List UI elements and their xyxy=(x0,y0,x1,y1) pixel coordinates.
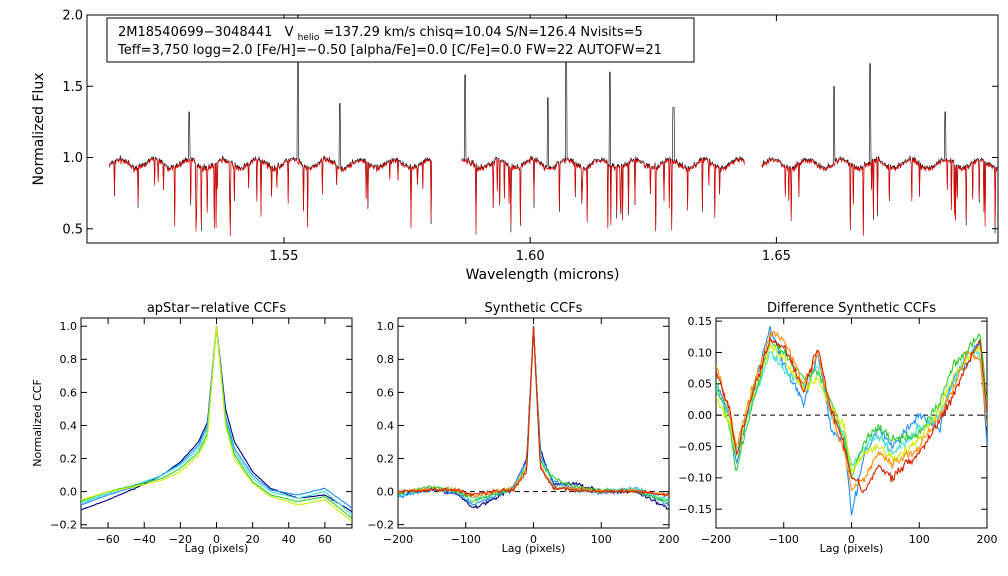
y-tick-label: −0.15 xyxy=(678,503,712,516)
x-tick-label: 0 xyxy=(213,533,220,546)
y-axis-label: Normalized Flux xyxy=(31,73,47,186)
x-axis-label: Wavelength (microns) xyxy=(466,267,620,283)
x-tick-label: 200 xyxy=(659,533,680,546)
x-tick-label: 40 xyxy=(282,533,296,546)
x-tick-label: 1.60 xyxy=(516,249,545,264)
fit-summary: =137.29 km/s chisq=10.04 S/N=126.4 Nvisi… xyxy=(324,25,643,40)
model-spectrum-line xyxy=(460,156,745,235)
x-axis-label: Lag (pixels) xyxy=(185,542,249,555)
x-tick-label: 100 xyxy=(909,533,930,546)
synthetic-ccf-panel: −200 −100 0 100 200 −0.2 0.0 0.2 0.4 0.6 0.8 1.0 Syn… xyxy=(367,301,679,555)
y-tick-label: 0.5 xyxy=(62,222,83,237)
y-axis-label: Normalized CCF xyxy=(31,379,44,467)
x-tick-label: −20 xyxy=(169,533,192,546)
plot-frame xyxy=(397,317,670,529)
x-axis-label: Lag (pixels) xyxy=(820,542,884,555)
info-line-1: 2M18540699−3048441 V helio =137.29 km/s … xyxy=(118,25,643,44)
x-axis-label: Lag (pixels) xyxy=(502,542,566,555)
model-spectrum-line xyxy=(108,156,433,237)
ccf-series-line xyxy=(81,326,352,509)
ccf-series-line xyxy=(716,336,987,494)
ccf-series-line xyxy=(398,326,669,502)
y-tick-label: −0.2 xyxy=(50,519,77,532)
info-line-2: Teff=3,750 logg=2.0 [Fe/H]=−0.50 [alpha/… xyxy=(117,43,662,58)
y-tick-label: 0.10 xyxy=(688,346,713,359)
chart-title: Synthetic CCFs xyxy=(485,301,583,316)
difference-ccf-panel: −200 −100 0 100 200 −0.15 −0.10 −0.05 0.00 0.05 0.… xyxy=(678,301,997,555)
vhelio-symbol: V xyxy=(285,25,294,40)
plot-frame xyxy=(86,14,999,244)
ccf-series-line xyxy=(81,326,352,516)
star-id: 2M18540699−3048441 xyxy=(118,25,272,40)
y-tick-label: 0.0 xyxy=(377,485,395,498)
spectrum-panel: 1.55 1.60 1.65 0.5 1.0 1.5 2.0 Wavelength (micr… xyxy=(31,9,999,283)
x-tick-label: 0 xyxy=(848,533,855,546)
y-tick-label: 0.8 xyxy=(377,353,395,366)
info-box: 2M18540699−3048441 V helio =137.29 km/s … xyxy=(106,17,695,63)
y-tick-label: −0.10 xyxy=(678,472,712,485)
y-tick-label: 2.0 xyxy=(62,9,83,24)
y-tick-label: 1.0 xyxy=(377,320,395,333)
x-tick-label: 0 xyxy=(530,533,537,546)
chart-title: apStar−relative CCFs xyxy=(147,301,287,316)
ccf-series-line xyxy=(398,326,669,499)
observed-spectrum-line xyxy=(761,63,998,234)
y-tick-label: 0.6 xyxy=(377,386,395,399)
ccf-series-line xyxy=(398,326,669,504)
y-tick-label: 0.4 xyxy=(377,419,395,432)
x-tick-label: −100 xyxy=(451,533,481,546)
x-tick-label: 20 xyxy=(246,533,260,546)
x-tick-label: −100 xyxy=(769,533,799,546)
y-tick-label: 0.8 xyxy=(60,353,78,366)
y-tick-label: −0.2 xyxy=(367,519,394,532)
ccf-series-line xyxy=(81,326,352,522)
y-tick-label: 0.4 xyxy=(60,419,78,432)
ccf-series-line xyxy=(716,326,987,516)
y-tick-label: 0.2 xyxy=(377,452,395,465)
x-tick-label: 1.65 xyxy=(762,249,791,264)
apstar-ccf-panel: −60 −40 −20 0 20 40 60 −0.2 0.0 0.2 0.4 0.6 0.8 1.0 ap… xyxy=(31,301,353,555)
y-tick-label: 0.2 xyxy=(60,452,78,465)
x-tick-label: −40 xyxy=(133,533,156,546)
vhelio-subscript: helio xyxy=(298,33,320,43)
ccf-series-line xyxy=(398,326,669,510)
x-tick-label: −60 xyxy=(96,533,119,546)
ccf-series-line xyxy=(716,349,987,467)
ccf-series-line xyxy=(81,326,352,512)
ccf-series-line xyxy=(398,326,669,497)
y-tick-label: 0.15 xyxy=(688,315,713,328)
x-tick-label: −200 xyxy=(701,533,731,546)
x-tick-label: 1.55 xyxy=(269,249,298,264)
y-tick-label: 1.0 xyxy=(60,320,78,333)
x-tick-label: 60 xyxy=(318,533,332,546)
x-tick-label: 100 xyxy=(591,533,612,546)
y-tick-label: 0.00 xyxy=(688,409,713,422)
ccf-series-line xyxy=(716,330,987,492)
x-tick-label: 200 xyxy=(977,533,998,546)
x-tick-label: −200 xyxy=(383,533,413,546)
y-tick-label: −0.05 xyxy=(678,440,712,453)
y-tick-label: 1.5 xyxy=(62,80,83,95)
y-tick-label: 0.05 xyxy=(688,378,713,391)
plot-frame xyxy=(715,317,988,529)
model-spectrum-line xyxy=(761,157,998,236)
y-tick-label: 1.0 xyxy=(62,151,83,166)
ccf-series-line xyxy=(398,326,669,507)
chart-title: Difference Synthetic CCFs xyxy=(767,301,936,316)
y-tick-label: 0.0 xyxy=(60,485,78,498)
ccf-series-line xyxy=(716,342,987,474)
y-tick-label: 0.6 xyxy=(60,386,78,399)
